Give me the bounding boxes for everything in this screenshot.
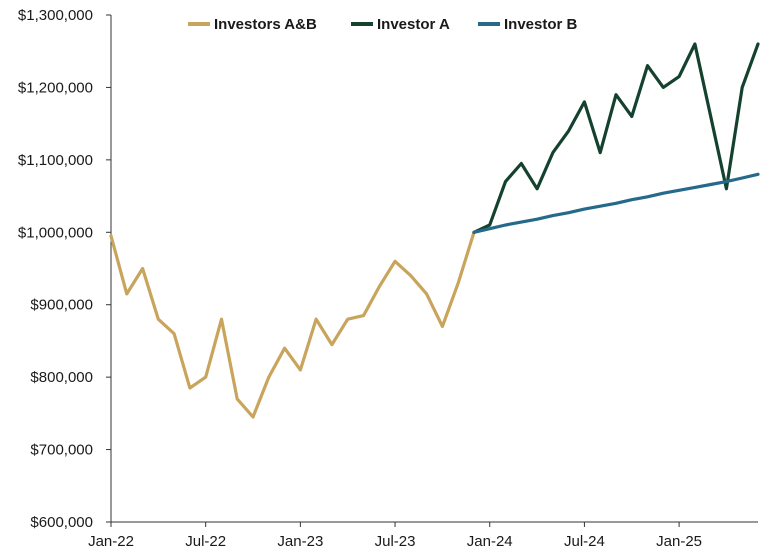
x-tick-label: Jan-22 bbox=[88, 533, 134, 550]
y-tick-label: $1,100,000 bbox=[18, 152, 93, 169]
y-tick-label: $1,200,000 bbox=[18, 79, 93, 96]
series-line-1 bbox=[109, 230, 476, 419]
x-tick-label: Jan-23 bbox=[277, 533, 323, 550]
y-tick-label: $600,000 bbox=[30, 514, 93, 531]
legend-label: Investors A&B bbox=[214, 16, 317, 33]
legend: Investors A&B Investor A Investor B bbox=[188, 16, 578, 33]
x-tick-label: Jul-22 bbox=[185, 533, 226, 550]
y-tick-label: $1,300,000 bbox=[18, 7, 93, 24]
x-tick-label: Jul-24 bbox=[564, 533, 605, 550]
y-tick-label: $800,000 bbox=[30, 369, 93, 386]
legend-label: Investor A bbox=[377, 16, 450, 33]
x-tick-label: Jul-23 bbox=[375, 533, 416, 550]
series-lines bbox=[109, 42, 760, 419]
x-tick-label: Jan-24 bbox=[467, 533, 513, 550]
y-axis-ticks: $600,000 $700,000 $800,000 $900,000 $1,000,0… bbox=[18, 7, 111, 531]
y-tick-label: $900,000 bbox=[30, 297, 93, 314]
series-line-3 bbox=[472, 172, 760, 234]
x-tick-label: Jan-25 bbox=[656, 533, 702, 550]
x-axis-ticks: Jan-22 Jul-22 Jan-23 Jul-23 Jan-24 Jul-24 Jan-… bbox=[88, 522, 702, 550]
series-line-2 bbox=[472, 42, 760, 234]
legend-label: Investor B bbox=[504, 16, 578, 33]
y-tick-label: $700,000 bbox=[30, 442, 93, 459]
axes bbox=[110, 15, 758, 523]
y-tick-label: $1,000,000 bbox=[18, 224, 93, 241]
